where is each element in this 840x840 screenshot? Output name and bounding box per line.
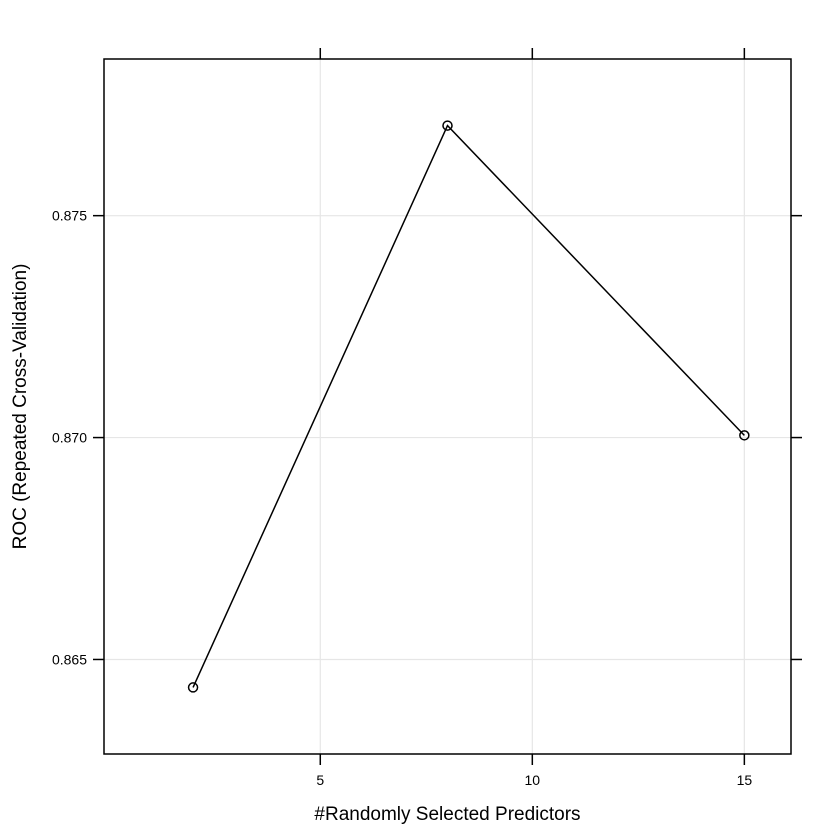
x-tick-label: 15	[737, 772, 753, 788]
series-layer	[187, 120, 750, 693]
y-tick-label: 0.875	[52, 208, 87, 224]
y-axis-title: ROC (Repeated Cross-Validation)	[10, 264, 31, 550]
axis-ticks: 5 10 15 0.865 0.870 0.875	[52, 48, 802, 788]
x-tick-label: 5	[316, 772, 324, 788]
plot-frame	[103, 58, 792, 755]
grid-lines	[104, 59, 791, 754]
data-point	[442, 120, 453, 131]
data-point	[187, 682, 199, 693]
y-tick-label: 0.870	[52, 430, 87, 446]
x-axis-title: #Randomly Selected Predictors	[314, 804, 580, 825]
x-tick-label: 10	[525, 772, 541, 788]
y-tick-label: 0.865	[52, 651, 87, 667]
data-point	[739, 430, 750, 441]
series-line	[192, 124, 745, 688]
